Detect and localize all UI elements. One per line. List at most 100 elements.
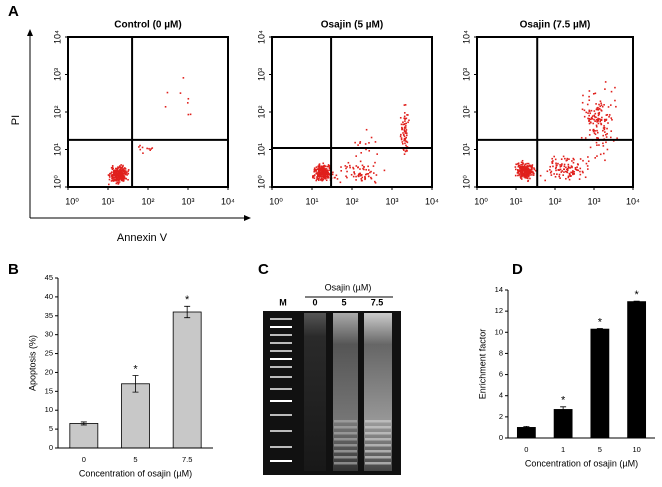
dot — [116, 174, 118, 176]
dot — [520, 170, 523, 172]
dot — [608, 115, 610, 118]
dot — [121, 177, 123, 179]
dot — [585, 162, 588, 165]
dot — [524, 176, 527, 179]
dot — [367, 169, 370, 171]
dot — [603, 118, 606, 121]
dot — [573, 158, 575, 161]
dot — [601, 116, 603, 119]
y-axis-title: PI — [10, 115, 22, 125]
dot — [604, 88, 606, 90]
dot — [568, 178, 571, 181]
dot — [123, 169, 125, 172]
dot — [514, 174, 517, 177]
dot — [359, 168, 361, 170]
dot — [151, 147, 154, 149]
dot — [115, 178, 118, 181]
dot — [323, 173, 326, 176]
dot — [563, 171, 565, 173]
dna-band — [365, 450, 391, 453]
dot — [323, 169, 326, 172]
arrow-head — [27, 29, 33, 36]
dot — [325, 171, 328, 174]
dot — [523, 164, 526, 167]
dot — [520, 178, 523, 180]
dot — [533, 167, 535, 169]
dot — [405, 130, 407, 133]
dot — [117, 183, 120, 185]
dot — [357, 175, 360, 178]
dot — [519, 166, 521, 169]
dot — [325, 169, 328, 172]
dot — [599, 153, 602, 156]
dot — [601, 105, 604, 108]
dot — [607, 122, 609, 124]
dot — [346, 176, 348, 179]
panel-label: C — [258, 261, 269, 278]
dot — [361, 164, 364, 167]
dot — [598, 144, 600, 146]
panel-label: B — [8, 261, 19, 278]
dot — [594, 92, 597, 95]
dot — [531, 166, 533, 169]
dot — [331, 173, 334, 176]
dot — [565, 159, 568, 162]
dot — [517, 162, 520, 165]
dot — [141, 146, 144, 149]
dot — [579, 173, 582, 176]
ladder-band — [270, 358, 292, 360]
dot — [593, 132, 596, 134]
panel-title: Control (0 µM) — [114, 20, 181, 31]
dot — [120, 169, 122, 172]
ladder-band — [270, 430, 292, 432]
dot — [531, 170, 533, 172]
dot — [529, 174, 531, 176]
y-axis-title: Apoptosis (%) — [27, 335, 37, 391]
dot — [357, 173, 360, 175]
dot — [405, 144, 407, 147]
dot — [572, 172, 574, 175]
dot — [521, 164, 523, 166]
dot — [589, 118, 592, 121]
dot — [370, 176, 372, 179]
dot — [334, 176, 336, 179]
ladder-band — [270, 400, 292, 402]
dot — [522, 166, 524, 168]
x-tick-label: 10⁰ — [269, 196, 283, 206]
y-tick-label: 25 — [45, 349, 53, 358]
dot — [404, 127, 407, 129]
dot — [403, 112, 406, 114]
dot — [322, 178, 325, 181]
dot — [111, 168, 114, 171]
dot — [347, 161, 350, 164]
dot — [586, 103, 589, 106]
dot — [556, 173, 558, 175]
dot — [405, 129, 408, 131]
dot — [119, 168, 121, 171]
dot — [581, 108, 584, 111]
dot — [123, 168, 125, 170]
dot — [328, 165, 330, 168]
dot — [403, 117, 406, 120]
dot — [606, 148, 609, 151]
dot — [604, 159, 606, 162]
x-tick-label: 10² — [345, 196, 358, 206]
dot — [587, 156, 589, 158]
dot — [313, 177, 316, 179]
dot — [596, 155, 598, 157]
dot — [355, 175, 357, 178]
dot — [325, 177, 327, 179]
dot — [319, 174, 322, 176]
dna-band — [365, 432, 391, 435]
dna-band — [334, 432, 357, 435]
dot — [363, 168, 365, 171]
dot — [365, 148, 367, 151]
lane-label: 5 — [341, 297, 346, 307]
dot — [363, 166, 365, 168]
dot — [527, 162, 530, 165]
dot — [562, 155, 565, 158]
ladder-band — [270, 414, 292, 416]
error-bar — [80, 421, 87, 426]
dot — [593, 129, 595, 132]
dot — [322, 166, 325, 169]
